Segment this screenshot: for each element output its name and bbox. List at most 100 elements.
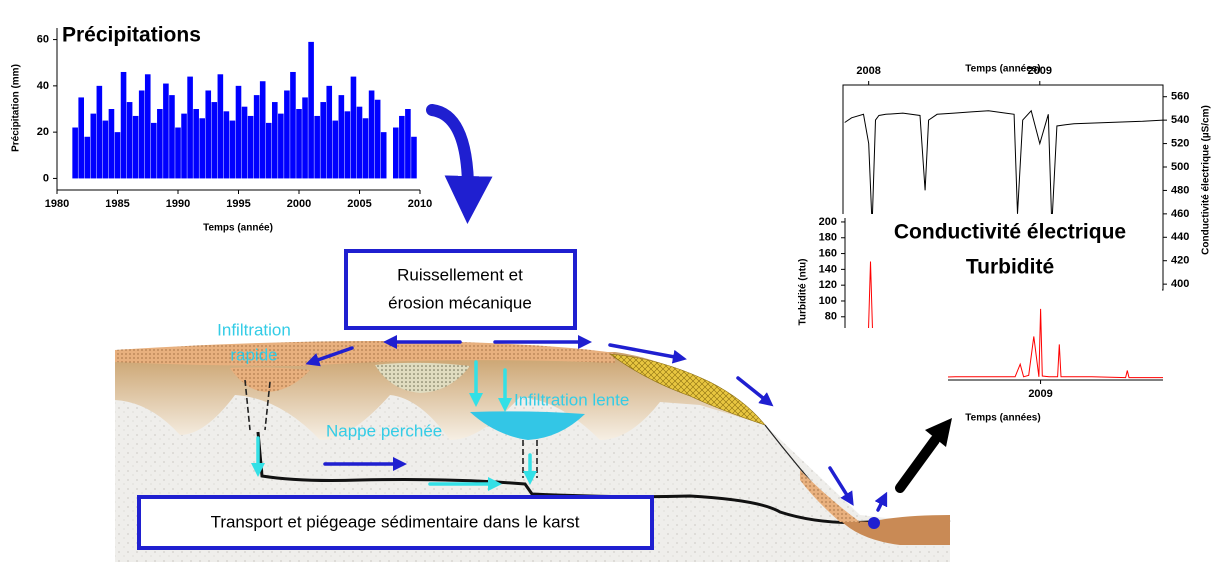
bar xyxy=(217,74,224,179)
x-tick-label: 2010 xyxy=(408,198,432,210)
data-arrow-head xyxy=(925,418,952,447)
bar xyxy=(405,109,411,179)
bar xyxy=(187,76,193,179)
chart-title: Conductivité électrique xyxy=(894,221,1126,244)
bar xyxy=(72,127,78,179)
bar xyxy=(169,95,175,179)
arrows xyxy=(251,104,952,512)
y-tick-label: 160 xyxy=(819,247,837,259)
runoff-arrow xyxy=(608,343,687,364)
bar xyxy=(138,90,145,179)
topsoil xyxy=(115,341,615,366)
spring-arrow xyxy=(874,491,888,512)
data-line xyxy=(844,109,1164,226)
bar xyxy=(108,109,115,179)
y-tick-label: 20 xyxy=(37,126,49,138)
perched-water xyxy=(470,411,585,440)
cover xyxy=(775,328,948,423)
bar xyxy=(132,115,139,179)
pocket xyxy=(375,362,470,393)
bar xyxy=(302,97,308,179)
chart-title: Précipitations xyxy=(62,24,201,47)
y-tick-label: 420 xyxy=(1171,255,1189,267)
fissure xyxy=(244,379,271,431)
bar xyxy=(114,132,121,179)
x-tick-label: 1985 xyxy=(105,198,129,210)
bar xyxy=(338,95,345,179)
y-tick-label: 40 xyxy=(37,80,49,92)
bar xyxy=(235,85,242,179)
bar xyxy=(163,83,169,179)
bar xyxy=(393,127,399,179)
bar xyxy=(96,85,103,179)
precipitation-chart: 0 20 40 60 1980 1985 1990 1995 2000 2005 2010 Temps… xyxy=(11,28,432,234)
bar xyxy=(272,102,278,179)
bar xyxy=(350,76,357,179)
y-tick-label: 100 xyxy=(819,295,837,307)
bar xyxy=(223,111,230,179)
bar xyxy=(78,97,84,179)
bar xyxy=(374,99,381,179)
x-tick-label: 2008 xyxy=(856,65,880,77)
y-tick-label: 120 xyxy=(819,279,837,291)
perched-aquifer-label: Nappe perchée xyxy=(326,421,442,440)
runoff-box xyxy=(344,249,577,330)
x-tick-label: 2009 xyxy=(1028,65,1052,77)
y-axis-label: Précipitation (mm) xyxy=(11,64,22,152)
conductivity-chart: 400 420 440 460 480 500 520 540 560 2008 2009Temps… xyxy=(842,64,1212,291)
bar xyxy=(144,74,151,179)
x-tick-label: 2005 xyxy=(347,198,371,210)
bar xyxy=(326,85,333,179)
bar xyxy=(126,102,133,179)
y-tick-label: 0 xyxy=(43,172,49,184)
bar xyxy=(399,115,405,179)
bar xyxy=(332,120,339,179)
y-tick-label: 480 xyxy=(1171,184,1189,196)
spring-deposit xyxy=(840,515,950,545)
rain-arrow xyxy=(426,104,493,224)
bar xyxy=(380,132,387,179)
y-tick-label: 440 xyxy=(1171,231,1189,243)
bar xyxy=(296,109,302,179)
slow-infiltration-label: Infiltration lente xyxy=(514,390,629,409)
bar xyxy=(362,118,369,179)
bar xyxy=(411,136,417,179)
y-tick-label: 520 xyxy=(1171,137,1189,149)
bar xyxy=(314,115,320,179)
y-tick-label: 200 xyxy=(819,216,837,228)
bar xyxy=(120,71,127,179)
fast-infiltration-label: Infiltration xyxy=(217,320,291,339)
labels: Ruissellement et érosion mécanique Infil… xyxy=(62,24,1126,550)
bar xyxy=(308,41,314,179)
bar xyxy=(259,81,266,179)
runoff-arrow xyxy=(736,376,774,407)
x-tick-label: 1980 xyxy=(45,198,69,210)
y-tick-label: 500 xyxy=(1171,161,1189,173)
bar xyxy=(181,113,187,179)
bar xyxy=(151,122,157,179)
y-axis-label: Conductivité électrique (µS/cm) xyxy=(1201,105,1212,255)
spring xyxy=(868,517,880,529)
runoff-arrow xyxy=(828,466,854,506)
bar xyxy=(241,106,248,179)
x-axis-label: Temps (année) xyxy=(203,223,273,234)
y-axis-label: Turbidité (ntu) xyxy=(798,258,809,325)
slope-deposit xyxy=(608,353,766,426)
slope-soil xyxy=(800,470,860,522)
runoff-arrow xyxy=(305,346,354,367)
bar xyxy=(290,71,296,179)
bar xyxy=(284,90,290,179)
x-axis-label: Temps (années) xyxy=(965,413,1040,424)
bar xyxy=(102,120,109,179)
y-tick-label: 540 xyxy=(1171,114,1189,126)
bar xyxy=(344,111,351,179)
bar xyxy=(211,102,218,179)
x-tick-label: 2000 xyxy=(287,198,311,210)
bar xyxy=(320,102,326,179)
bar xyxy=(175,127,181,179)
y-tick-label: 400 xyxy=(1171,278,1189,290)
chart-title: Turbidité xyxy=(966,256,1054,279)
bar xyxy=(265,122,272,179)
